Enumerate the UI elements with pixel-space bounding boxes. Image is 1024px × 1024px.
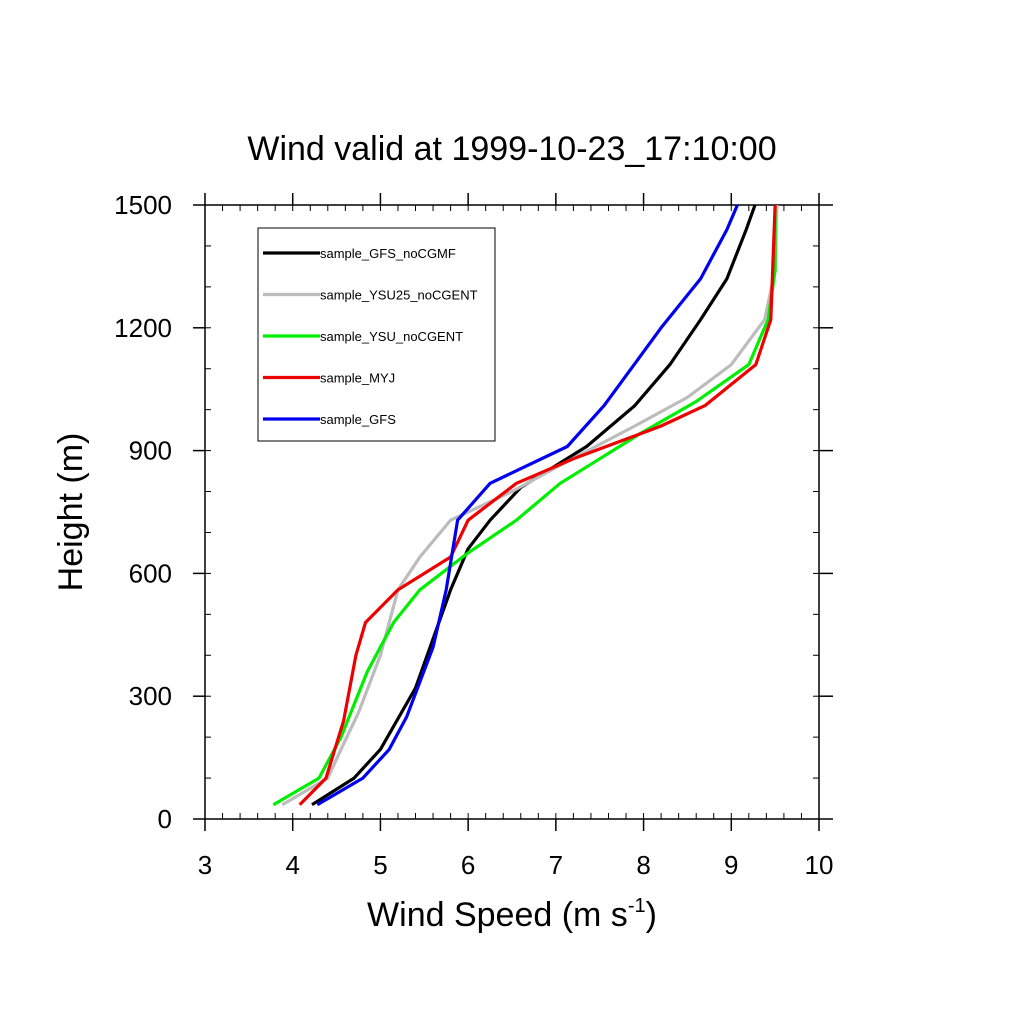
series-line-sample_YSU25_noCGENT: [281, 204, 779, 807]
x-axis-label-close: ): [646, 896, 657, 934]
series-line-sample_MYJ: [298, 204, 777, 806]
legend-box: [257, 227, 496, 442]
legend-label: sample_MYJ: [320, 371, 395, 386]
legend: sample_GFS_noCGMF sample_YSU25_noCGENTsam…: [257, 227, 496, 442]
y-tick-label: 1200: [114, 313, 172, 343]
plot-area: [204, 204, 820, 820]
series-lines: [272, 204, 779, 807]
y-tick-label: 600: [129, 558, 172, 588]
plot-frame: [204, 204, 820, 820]
legend-label: sample_GFS_noCGMF: [320, 246, 456, 261]
y-tick-label: 1500: [114, 190, 172, 220]
legend-label: sample_YSU_noCGENT: [320, 329, 463, 344]
x-tick-label: 8: [636, 850, 650, 880]
x-tick-label: 6: [461, 850, 475, 880]
minor-ticks: [204, 204, 820, 820]
x-tick-label: 5: [373, 850, 387, 880]
series-line-sample_YSU_noCGENT: [272, 205, 777, 807]
x-tick-labels: 3 4 5 6 7 8 9 10: [198, 850, 834, 880]
x-tick-label: 7: [549, 850, 563, 880]
x-tick-label: 10: [805, 850, 834, 880]
chart-title: Wind valid at 1999-10-23_17:10:00: [247, 130, 776, 168]
x-tick-label: 9: [724, 850, 738, 880]
y-axis-label: Height (m): [52, 433, 90, 592]
legend-label: sample_GFS: [320, 412, 396, 427]
y-tick-labels: 0 300 600 900 1200 1500: [114, 190, 172, 834]
x-tick-label: 3: [198, 850, 212, 880]
x-axis-label: Wind Speed (m s-1): [367, 895, 657, 934]
y-tick-label: 300: [129, 681, 172, 711]
legend-label: sample_YSU25_noCGENT: [320, 288, 478, 303]
y-tick-label: 0: [158, 804, 172, 834]
y-tick-label: 900: [129, 436, 172, 466]
x-tick-label: 4: [285, 850, 299, 880]
major-ticks: [193, 193, 833, 831]
x-axis-label-superscript: -1: [628, 895, 646, 917]
series-line-sample_GFS: [316, 204, 739, 807]
x-axis-label-main: Wind Speed (m s: [367, 896, 628, 934]
